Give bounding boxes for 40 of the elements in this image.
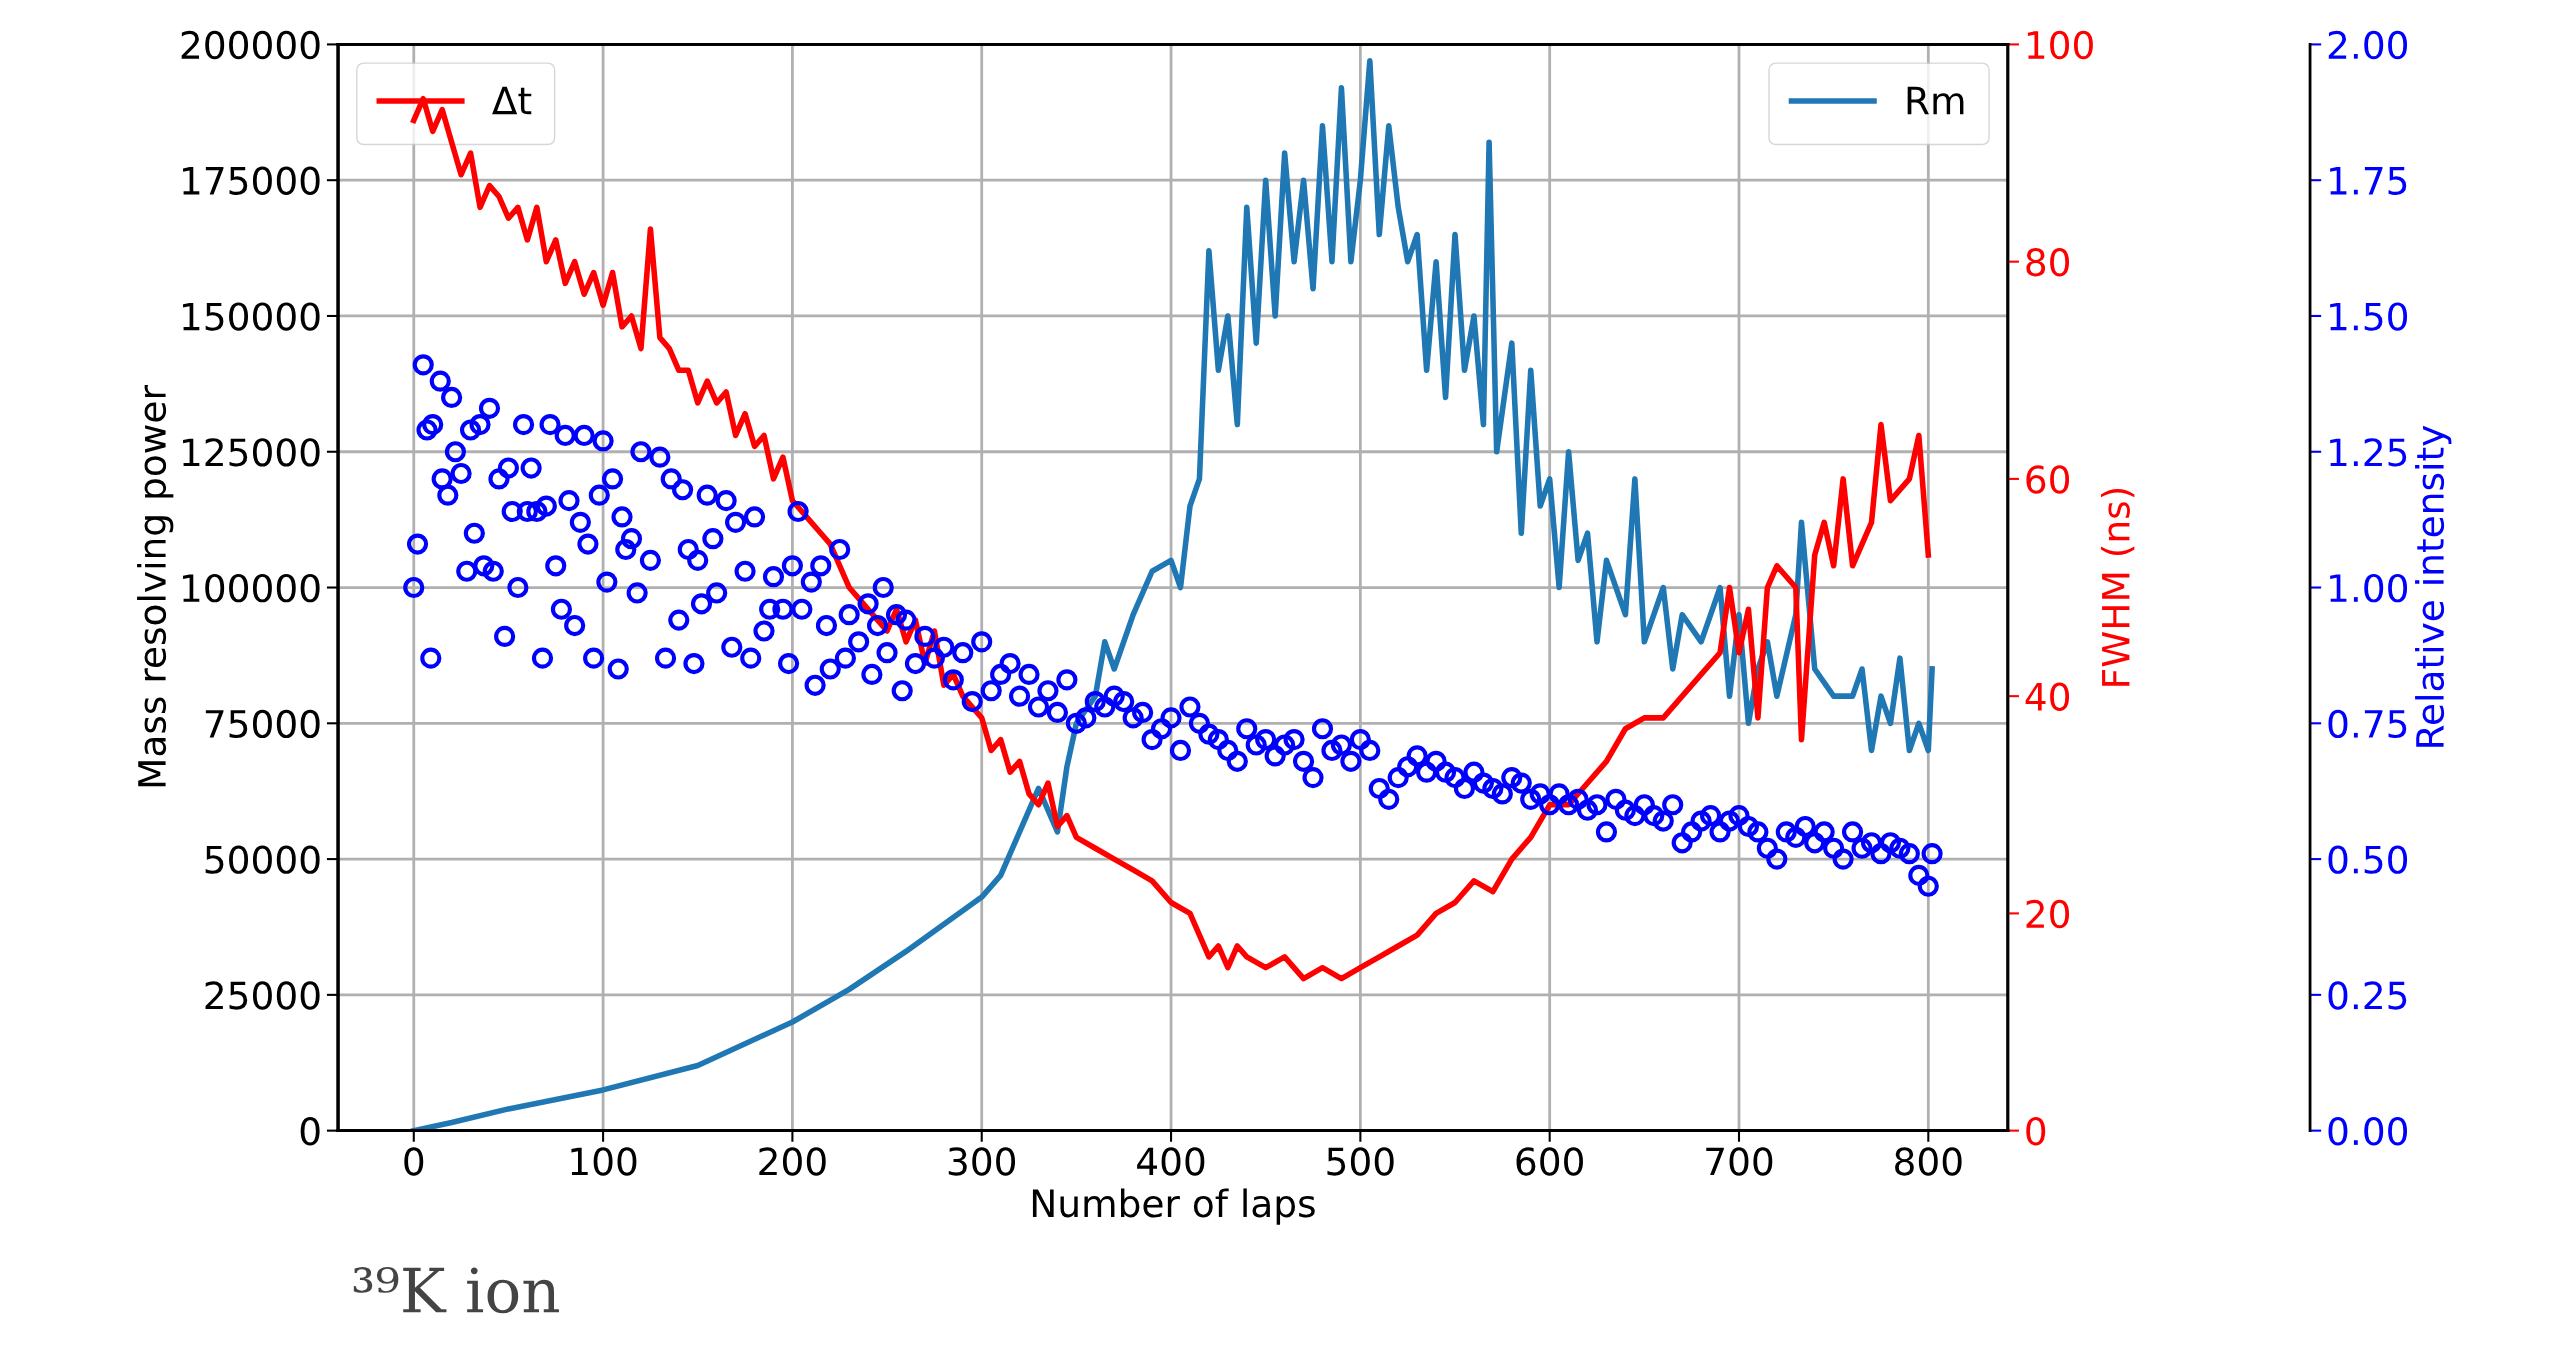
x-tick-label: 600 xyxy=(1516,1147,1583,1176)
y-tick-label: 125000 xyxy=(183,438,320,467)
y2-axis-title: FWHM (ns) xyxy=(2100,488,2135,686)
x-tick-label: 100 xyxy=(571,1147,637,1176)
x-tick-label: 0 xyxy=(404,1147,424,1176)
y-tick-label: 175000 xyxy=(183,166,320,195)
y3-axis-title: Relative intensity xyxy=(2415,425,2452,747)
y2-tick-label: 80 xyxy=(2026,248,2070,277)
x-tick-label: 500 xyxy=(1327,1147,1394,1176)
x-tick-label: 400 xyxy=(1137,1147,1205,1176)
x-axis-title: Number of laps xyxy=(1032,1188,1315,1225)
y-tick-label: 200000 xyxy=(181,30,320,60)
y3-tick-label: 2.00 xyxy=(2328,30,2408,60)
y2-tick-label: 40 xyxy=(2025,682,2070,711)
x-tick-label: 300 xyxy=(948,1147,1016,1176)
text: ³⁹K ion xyxy=(353,1266,559,1314)
y3-tick-label: 1.75 xyxy=(2330,167,2407,195)
y-tick-label: 100000 xyxy=(183,573,320,603)
y3-tick-label: 0.50 xyxy=(2328,845,2408,874)
legend-label: Rm xyxy=(1907,86,1964,115)
x-tick-label: 700 xyxy=(1706,1147,1773,1176)
y3-tick-label: 0.75 xyxy=(2328,709,2407,739)
y-tick-label: 150000 xyxy=(183,302,320,331)
y3-tick-label: 0.25 xyxy=(2328,981,2407,1010)
y3-tick-label: 1.00 xyxy=(2330,573,2408,603)
legend-label: Δt xyxy=(492,86,532,115)
y-tick-label: 50000 xyxy=(205,845,320,874)
x-tick-label: 200 xyxy=(759,1147,826,1176)
y3-tick-label: 1.50 xyxy=(2330,302,2408,331)
x-tick-label: 800 xyxy=(1895,1147,1962,1176)
y3-tick-label: 1.25 xyxy=(2330,438,2407,467)
y2-tick-label: 60 xyxy=(2026,465,2070,494)
y-tick-label: 25000 xyxy=(205,981,320,1010)
y-tick-label: 0 xyxy=(300,1117,320,1146)
y-tick-label: 75000 xyxy=(205,709,320,739)
y3-tick-label: 0.00 xyxy=(2328,1117,2408,1146)
y2-tick-label: 20 xyxy=(2026,899,2070,929)
y-axis-title: Mass resolving power xyxy=(137,385,174,787)
y2-tick-label: 100 xyxy=(2027,30,2093,60)
y2-tick-label: 0 xyxy=(2026,1117,2046,1146)
